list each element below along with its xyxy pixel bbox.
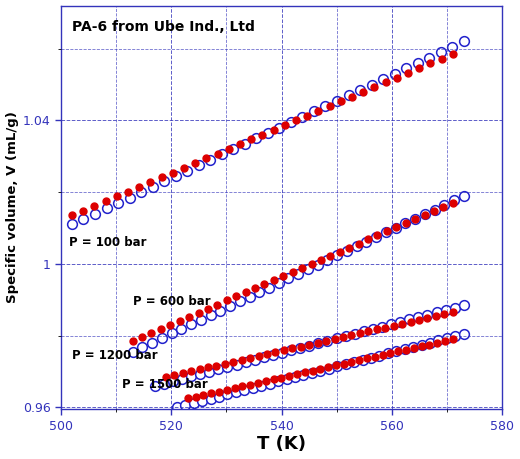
Text: P = 100 bar: P = 100 bar (69, 236, 147, 249)
X-axis label: T (K): T (K) (257, 436, 306, 453)
Text: P = 1500 bar: P = 1500 bar (122, 378, 207, 391)
Text: P = 1200 bar: P = 1200 bar (72, 349, 158, 362)
Text: PA-6 from Ube Ind., Ltd: PA-6 from Ube Ind., Ltd (72, 20, 255, 34)
Y-axis label: Specific volume, V (mL/g): Specific volume, V (mL/g) (6, 112, 19, 303)
Text: P = 600 bar: P = 600 bar (133, 295, 210, 308)
